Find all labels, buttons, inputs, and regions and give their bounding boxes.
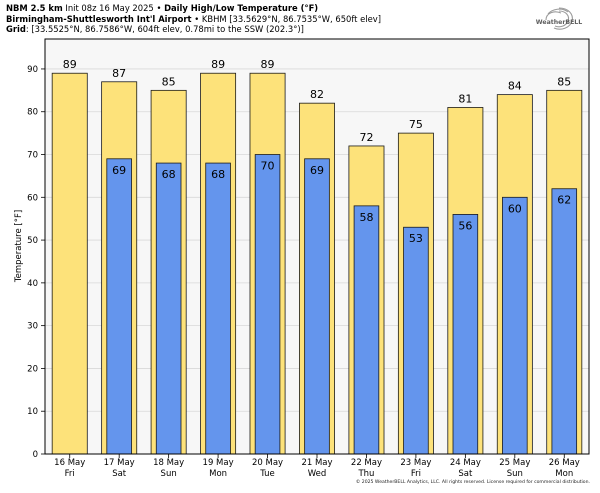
x-tick-day-label: Tue bbox=[259, 469, 275, 479]
weatherbell-logo: WeatherBELL bbox=[534, 4, 584, 36]
y-tick-label: 50 bbox=[27, 236, 38, 246]
low-bar bbox=[452, 214, 479, 455]
y-tick-label: 40 bbox=[27, 279, 38, 289]
x-tick-date-label: 25 May bbox=[499, 458, 530, 468]
low-bar bbox=[254, 154, 281, 455]
x-tick-day-label: Mon bbox=[209, 469, 227, 479]
low-bar bbox=[304, 158, 330, 455]
x-tick-day-label: Fri bbox=[65, 469, 75, 479]
x-tick-date-label: 23 May bbox=[400, 458, 431, 468]
station-name: Birmingham-Shuttlesworth Int'l Airport bbox=[6, 13, 192, 24]
x-tick-date-label: 16 May bbox=[54, 458, 85, 468]
header-line-1: NBM 2.5 km Init 08z 16 May 2025 • Daily … bbox=[6, 3, 526, 14]
y-tick-label: 0 bbox=[33, 450, 38, 460]
high-value-label: 89 bbox=[63, 58, 77, 71]
low-bar bbox=[551, 188, 578, 455]
init-time: Init 08z 16 May 2025 bbox=[65, 3, 154, 13]
plot-frame bbox=[44, 38, 590, 455]
x-tick-day-label: Sat bbox=[458, 469, 473, 479]
high-value-label: 84 bbox=[508, 80, 522, 93]
x-tick-date-label: 24 May bbox=[450, 458, 481, 468]
x-tick-day-label: Mon bbox=[555, 469, 573, 479]
low-value-label: 69 bbox=[310, 164, 324, 177]
low-bar bbox=[155, 162, 182, 455]
x-tick-day-label: Thu bbox=[357, 469, 374, 479]
high-value-label: 75 bbox=[409, 118, 423, 131]
low-bar bbox=[403, 226, 429, 455]
low-bar bbox=[205, 162, 231, 455]
x-tick-day-label: Sat bbox=[112, 469, 127, 479]
high-value-label: 85 bbox=[162, 75, 176, 88]
weatherbell-swirl-logo-icon: WeatherBELL bbox=[536, 7, 582, 30]
header-line-3: Grid: [33.5525°N, 86.7586°W, 604ft elev,… bbox=[6, 24, 526, 35]
x-tick-date-label: 26 May bbox=[549, 458, 580, 468]
x-tick-day-label: Sun bbox=[507, 469, 523, 479]
low-value-label: 68 bbox=[162, 168, 176, 181]
x-tick-day-label: Fri bbox=[411, 469, 421, 479]
low-value-label: 60 bbox=[508, 202, 522, 215]
y-tick-label: 10 bbox=[27, 407, 38, 417]
copyright-notice: © 2025 WeatherBELL Analytics, LLC. All r… bbox=[355, 480, 590, 485]
high-value-label: 85 bbox=[557, 75, 571, 88]
header-line-2: Birmingham-Shuttlesworth Int'l Airport •… bbox=[6, 14, 526, 25]
separator-dot: • bbox=[156, 3, 162, 13]
high-value-label: 82 bbox=[310, 88, 324, 101]
grid-label: Grid bbox=[6, 24, 26, 35]
x-tick-date-label: 19 May bbox=[203, 458, 234, 468]
station-info: KBHM [33.5629°N, 86.7535°W, 650ft elev] bbox=[201, 13, 381, 24]
high-value-label: 81 bbox=[458, 92, 472, 105]
low-value-label: 56 bbox=[458, 219, 472, 232]
high-value-label: 87 bbox=[112, 67, 126, 80]
low-value-label: 53 bbox=[409, 232, 423, 245]
x-tick-date-label: 18 May bbox=[153, 458, 184, 468]
x-tick-day-label: Sun bbox=[161, 469, 177, 479]
chart-header: NBM 2.5 km Init 08z 16 May 2025 • Daily … bbox=[6, 3, 526, 35]
grid-info: : [33.5525°N, 86.7586°W, 604ft elev, 0.7… bbox=[25, 24, 304, 35]
y-tick-label: 60 bbox=[27, 193, 38, 203]
model-name: NBM 2.5 km bbox=[6, 3, 63, 13]
y-tick-label: 70 bbox=[27, 151, 38, 161]
y-tick-label: 80 bbox=[27, 108, 38, 118]
logo-text: WeatherBELL bbox=[536, 19, 582, 26]
low-bar bbox=[106, 158, 132, 455]
x-tick-day-label: Wed bbox=[308, 469, 327, 479]
y-tick-label: 20 bbox=[27, 364, 38, 374]
chart-title: Daily High/Low Temperature (°F) bbox=[164, 3, 319, 13]
y-axis-label: Temperature [°F] bbox=[14, 210, 24, 283]
x-tick-date-label: 17 May bbox=[104, 458, 135, 468]
y-tick-label: 90 bbox=[27, 65, 38, 75]
high-bar bbox=[51, 72, 88, 455]
x-tick-date-label: 20 May bbox=[252, 458, 283, 468]
low-bar bbox=[353, 205, 380, 455]
x-tick-date-label: 21 May bbox=[301, 458, 332, 468]
low-value-label: 68 bbox=[211, 168, 225, 181]
low-value-label: 69 bbox=[112, 164, 126, 177]
low-value-label: 58 bbox=[359, 211, 373, 224]
y-tick-label: 30 bbox=[27, 322, 38, 332]
low-value-label: 70 bbox=[261, 160, 275, 173]
high-value-label: 72 bbox=[359, 131, 373, 144]
separator-dot: • bbox=[194, 13, 200, 24]
low-bar bbox=[502, 196, 528, 455]
high-value-label: 89 bbox=[261, 58, 275, 71]
high-value-label: 89 bbox=[211, 58, 225, 71]
x-tick-date-label: 22 May bbox=[351, 458, 382, 468]
low-value-label: 62 bbox=[557, 194, 571, 207]
